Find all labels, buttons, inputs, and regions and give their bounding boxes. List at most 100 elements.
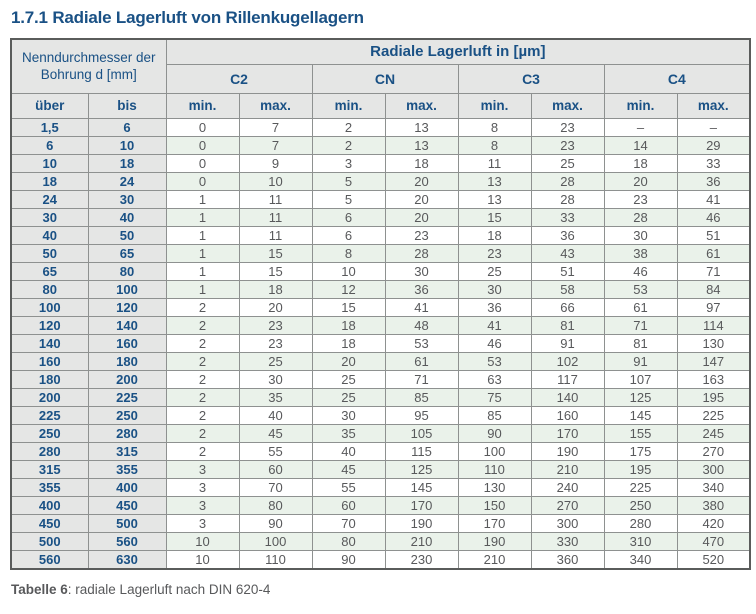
- cell-value: 210: [530, 459, 605, 479]
- cell-value: 2: [165, 315, 240, 335]
- cell-bis: 160: [87, 333, 167, 353]
- cell-value: 61: [384, 351, 459, 371]
- cell-value: 100: [457, 441, 532, 461]
- cell-value: 10: [238, 171, 313, 191]
- cell-value: 190: [457, 531, 532, 551]
- cell-value: 41: [457, 315, 532, 335]
- cell-value: 25: [457, 261, 532, 281]
- cell-ueber: 40: [10, 225, 89, 245]
- cell-ueber: 315: [10, 459, 89, 479]
- cell-value: 5: [311, 171, 386, 191]
- cell-ueber: 225: [10, 405, 89, 425]
- cell-value: 3: [311, 153, 386, 173]
- cell-value: 6: [311, 207, 386, 227]
- cell-value: 145: [603, 405, 678, 425]
- header-bore-diameter: Nenndurchmesser der Bohrung d [mm]: [10, 38, 167, 94]
- table-caption-text: : radiale Lagerluft nach DIN 620-4: [67, 581, 271, 597]
- cell-value: 10: [165, 549, 240, 569]
- cell-value: –: [603, 117, 678, 137]
- cell-bis: 40: [87, 207, 167, 227]
- header-class-c3: C3: [457, 63, 605, 94]
- bearing-clearance-table: Nenndurchmesser der Bohrung d [mm] Radia…: [10, 38, 752, 570]
- cell-value: 230: [384, 549, 459, 569]
- cell-value: 61: [676, 243, 751, 263]
- cell-ueber: 24: [10, 189, 89, 209]
- cell-value: 40: [311, 441, 386, 461]
- cell-bis: 120: [87, 297, 167, 317]
- cell-value: 41: [384, 297, 459, 317]
- cell-value: 110: [238, 549, 313, 569]
- cell-value: 102: [530, 351, 605, 371]
- cell-value: 18: [457, 225, 532, 245]
- cell-value: 35: [311, 423, 386, 443]
- cell-value: 23: [603, 189, 678, 209]
- cell-value: 1: [165, 279, 240, 299]
- cell-value: 225: [603, 477, 678, 497]
- cell-value: 85: [457, 405, 532, 425]
- cell-value: 280: [603, 513, 678, 533]
- table-row: 6 10 0 7 2 13 8 23 14 29: [10, 135, 751, 155]
- cell-value: 125: [603, 387, 678, 407]
- table-row: 65 80 1 15 10 30 25 51 46 71: [10, 261, 751, 281]
- cell-value: 380: [676, 495, 751, 515]
- cell-value: 23: [530, 117, 605, 137]
- cell-ueber: 100: [10, 297, 89, 317]
- cell-bis: 200: [87, 369, 167, 389]
- table-row: 1,5 6 0 7 2 13 8 23– –: [10, 117, 751, 137]
- cell-value: 2: [165, 297, 240, 317]
- cell-bis: 560: [87, 531, 167, 551]
- header-c4-min: min.: [603, 92, 678, 119]
- cell-value: 0: [165, 135, 240, 155]
- cell-value: 29: [676, 135, 751, 155]
- table-body: 1,5 6 0 7 2 13 8 23– –6 10 0 7 2 13 8 23 14 29 10 18 0 9 3 18 11…: [10, 117, 751, 569]
- document-page: 1.7.1 Radiale Lagerluft von Rillenkugell…: [10, 8, 752, 597]
- cell-value: 70: [238, 477, 313, 497]
- cell-bis: 400: [87, 477, 167, 497]
- cell-ueber: 1,5: [10, 117, 89, 137]
- cell-value: 310: [603, 531, 678, 551]
- table-row: 315 355 3 60 45 125 110 210 195 300: [10, 459, 751, 479]
- cell-value: 71: [603, 315, 678, 335]
- table-header: Nenndurchmesser der Bohrung d [mm] Radia…: [10, 38, 751, 119]
- cell-value: 13: [384, 117, 459, 137]
- cell-value: 97: [676, 297, 751, 317]
- cell-value: 70: [311, 513, 386, 533]
- cell-value: 38: [603, 243, 678, 263]
- cell-value: 61: [603, 297, 678, 317]
- cell-value: 0: [165, 117, 240, 137]
- table-caption-label: Tabelle 6: [11, 581, 68, 597]
- cell-value: 90: [311, 549, 386, 569]
- cell-value: 12: [311, 279, 386, 299]
- cell-value: 80: [238, 495, 313, 515]
- cell-value: 51: [676, 225, 751, 245]
- cell-ueber: 500: [10, 531, 89, 551]
- table-row: 30 40 1 11 6 20 15 33 28 46: [10, 207, 751, 227]
- cell-value: 8: [457, 117, 532, 137]
- cell-value: 25: [238, 351, 313, 371]
- cell-value: 160: [530, 405, 605, 425]
- cell-value: 18: [603, 153, 678, 173]
- cell-value: 25: [311, 387, 386, 407]
- cell-value: 60: [238, 459, 313, 479]
- cell-value: 41: [676, 189, 751, 209]
- cell-value: 81: [530, 315, 605, 335]
- cell-value: 23: [238, 333, 313, 353]
- cell-value: 20: [384, 189, 459, 209]
- cell-value: 130: [676, 333, 751, 353]
- cell-value: 23: [457, 243, 532, 263]
- cell-value: 20: [311, 351, 386, 371]
- header-c2-max: max.: [238, 92, 313, 119]
- cell-bis: 355: [87, 459, 167, 479]
- cell-value: 240: [530, 477, 605, 497]
- cell-value: 43: [530, 243, 605, 263]
- cell-value: 1: [165, 207, 240, 227]
- cell-ueber: 250: [10, 423, 89, 443]
- cell-value: 84: [676, 279, 751, 299]
- cell-value: 3: [165, 459, 240, 479]
- table-row: 500 560 10 100 80 210 190 330 310 470: [10, 531, 751, 551]
- cell-value: 20: [603, 171, 678, 191]
- cell-value: 23: [238, 315, 313, 335]
- cell-value: 58: [530, 279, 605, 299]
- header-c3-max: max.: [530, 92, 605, 119]
- cell-value: 90: [238, 513, 313, 533]
